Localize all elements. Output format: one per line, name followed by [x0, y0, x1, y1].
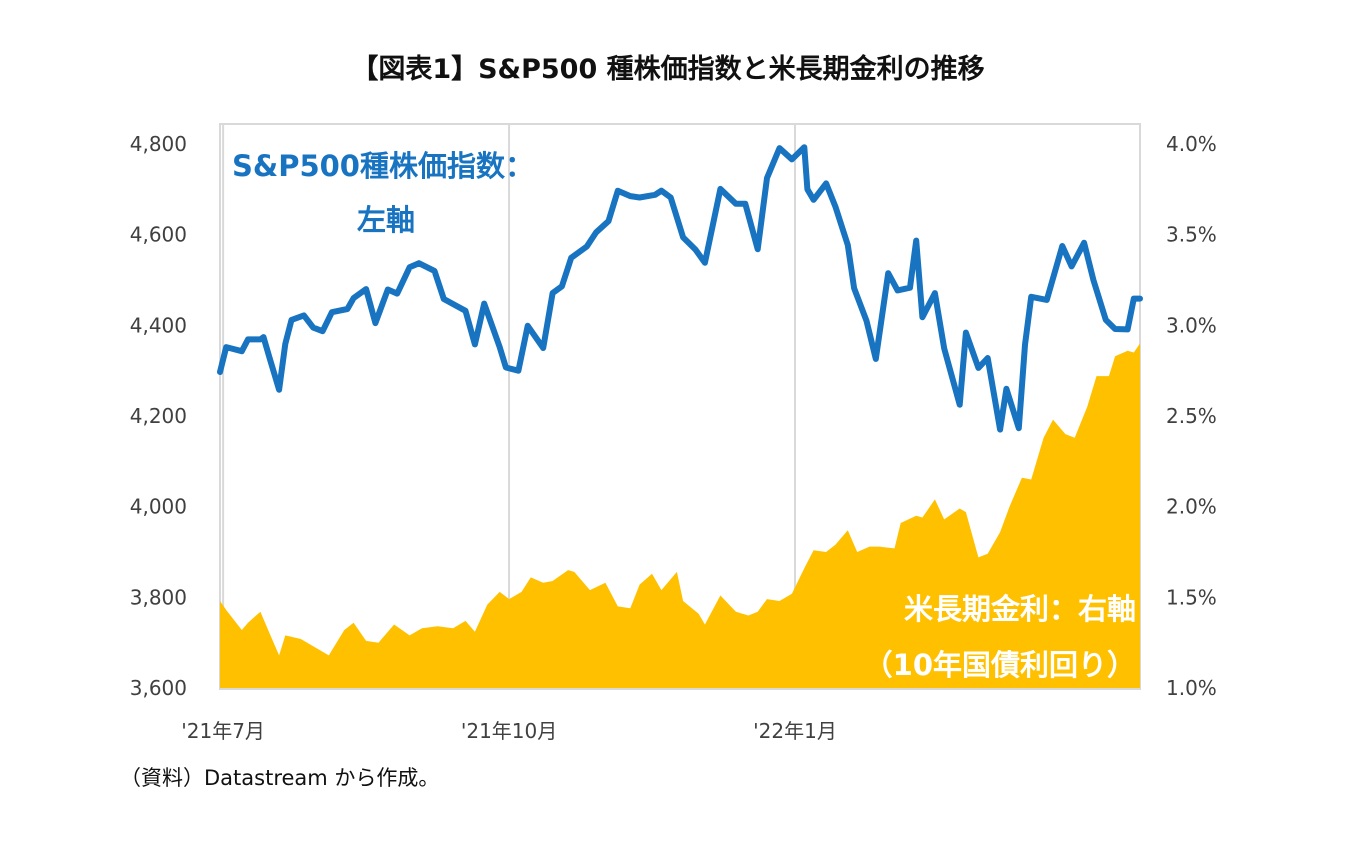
x-tick-label: '22年1月: [753, 719, 837, 743]
x-tick-label: '21年10月: [461, 719, 557, 743]
right-tick-label: 1.0%: [1166, 676, 1217, 700]
left-tick-label: 3,800: [130, 585, 187, 609]
right-tick-label: 1.5%: [1166, 585, 1217, 609]
right-tick-label: 2.0%: [1166, 495, 1217, 519]
left-tick-label: 3,600: [130, 676, 187, 700]
sp500-annotation-line2: 左軸: [357, 203, 415, 237]
x-tick-label: '21年7月: [181, 719, 265, 743]
yield-area-series: [220, 343, 1140, 688]
left-tick-label: 4,000: [130, 495, 187, 519]
right-axis-ticks: 4.0% 3.5% 3.0% 2.5% 2.0% 1.5% 1.0%: [1166, 132, 1217, 700]
source-note: （資料）Datastream から作成。: [120, 766, 439, 790]
right-tick-label: 4.0%: [1166, 132, 1217, 156]
chart-title: 【図表1】S&P500 種株価指数と米長期金利の推移: [351, 53, 984, 85]
x-axis-ticks: '21年7月 '21年10月 '22年1月: [181, 719, 837, 743]
sp500-annotation-line1: S&P500種株価指数：: [232, 149, 534, 183]
right-tick-label: 3.0%: [1166, 313, 1217, 337]
yield-annotation-line2: （10年国債利回り）: [864, 648, 1136, 682]
left-tick-label: 4,800: [130, 132, 187, 156]
left-tick-label: 4,400: [130, 313, 187, 337]
right-tick-label: 3.5%: [1166, 223, 1217, 247]
right-tick-label: 2.5%: [1166, 404, 1217, 428]
yield-annotation-line1: 米長期金利：右軸: [904, 592, 1136, 626]
left-tick-label: 4,200: [130, 404, 187, 428]
left-tick-label: 4,600: [130, 223, 187, 247]
left-axis-ticks: 4,800 4,600 4,400 4,200 4,000 3,800 3,600: [130, 132, 187, 700]
sp500-line-series: [217, 144, 1143, 433]
